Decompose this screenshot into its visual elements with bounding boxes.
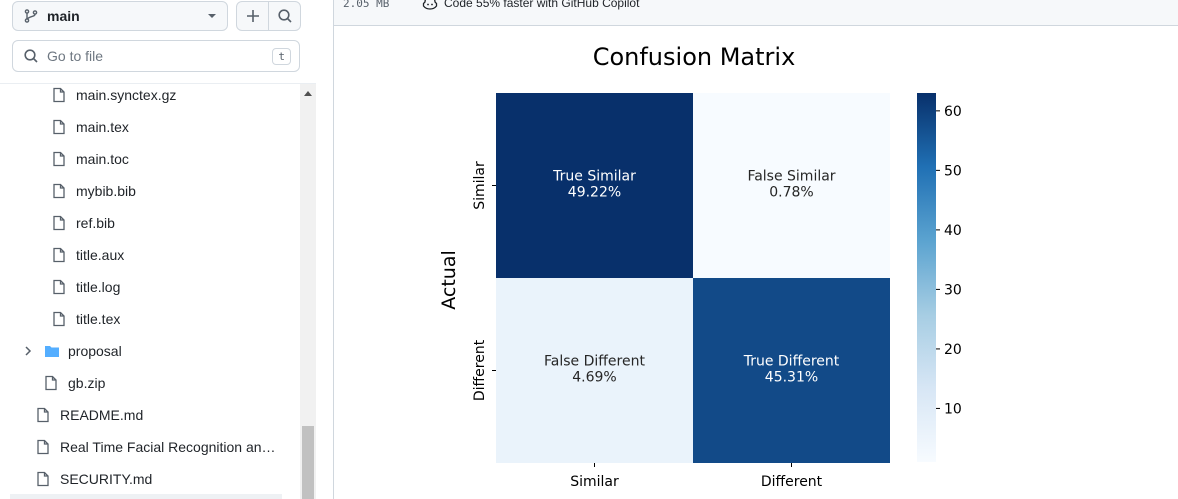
cell-label: False Similar (747, 169, 835, 185)
file-icon (37, 407, 49, 423)
triangle-up-icon (304, 91, 312, 96)
file-icon (53, 87, 65, 103)
y-tick-label: Different (472, 339, 488, 401)
scrollbar-thumb[interactable] (302, 426, 314, 499)
tree-item-title-tex[interactable]: title.tex (52, 303, 120, 335)
file-info-bar: 2.05 MB Code 55% faster with GitHub Copi… (334, 0, 1178, 26)
tree-item-main-synctex-gz[interactable]: main.synctex.gz (52, 84, 176, 111)
cell-percent: 4.69% (572, 370, 616, 386)
tree-item-label: README.md (60, 407, 144, 423)
heatmap-cell (693, 278, 890, 463)
x-tick-labels: Similar Different (570, 463, 823, 490)
copilot-icon (422, 0, 438, 10)
folder-icon (45, 346, 59, 357)
file-tree: main.synctex.gz main.tex main.toc mybib.… (0, 84, 300, 499)
cell-percent: 0.78% (769, 185, 813, 201)
tree-item-label: Real Time Facial Recognition and... (60, 439, 280, 455)
colorbar-tick-label: 20 (944, 342, 962, 358)
tree-item-proposal-folder[interactable]: proposal (22, 335, 122, 367)
file-icon (45, 375, 57, 391)
tree-item-label: title.tex (76, 311, 121, 327)
confusion-matrix-chart: Confusion Matrix Actual True Similar49.2… (438, 43, 962, 490)
tree-item-security-md[interactable]: SECURITY.md (36, 463, 152, 495)
search-icon (24, 49, 38, 63)
tree-item-label: proposal (68, 343, 122, 359)
tree-item-label: SECURITY.md (60, 471, 153, 487)
tree-item-label: title.aux (76, 247, 125, 263)
y-tick-labels: Similar Different (472, 161, 496, 401)
tree-item-readme-md[interactable]: README.md (36, 399, 143, 431)
tree-item-label: gb.zip (68, 375, 106, 391)
file-icon (53, 215, 65, 231)
tree-item-label: title.log (76, 279, 121, 295)
chevron-right-icon[interactable] (22, 345, 34, 357)
scroll-up-arrow[interactable] (300, 84, 316, 102)
search-icon (277, 9, 292, 23)
tree-item-main-toc[interactable]: main.toc (52, 143, 129, 175)
sidebar-scrollbar[interactable] (300, 84, 316, 499)
go-to-file-field[interactable]: t (12, 40, 300, 72)
tree-item-mybib-bib[interactable]: mybib.bib (52, 175, 136, 207)
colorbar-tick-label: 10 (944, 401, 962, 417)
tree-item-real-time-facial-recognition[interactable]: Real Time Facial Recognition and... (36, 431, 280, 463)
copilot-promo-link[interactable]: Code 55% faster with GitHub Copilot (422, 0, 639, 10)
file-tree-sidebar: main t main.synctex.gz main.tex main.toc (0, 0, 316, 499)
x-tick-label: Different (761, 474, 823, 490)
colorbar-tick-label: 50 (944, 163, 962, 179)
tree-item-label: mybib.bib (76, 183, 136, 199)
colorbar-ticks: 10 20 30 40 50 60 (936, 104, 962, 417)
tree-item-gb-zip[interactable]: gb.zip (44, 367, 105, 399)
tree-item-label: main.toc (76, 151, 129, 167)
tree-item-title-log[interactable]: title.log (52, 271, 120, 303)
heatmap-cell (496, 278, 693, 463)
add-file-button[interactable] (236, 1, 269, 31)
colorbar (917, 93, 936, 462)
heatmap-cell (693, 93, 890, 278)
tree-item-title-aux[interactable]: title.aux (52, 239, 124, 271)
tree-item-selected-highlight[interactable] (10, 494, 282, 499)
file-icon (53, 119, 65, 135)
y-tick-label: Similar (472, 161, 488, 210)
cell-label: True Different (743, 354, 840, 370)
file-size: 2.05 MB (343, 0, 390, 10)
file-icon (53, 279, 65, 295)
file-icon (53, 151, 65, 167)
tree-item-label: ref.bib (76, 215, 115, 231)
git-branch-icon (24, 9, 38, 23)
plus-icon (246, 10, 259, 22)
colorbar-tick-label: 60 (944, 104, 962, 120)
caret-down-icon (208, 14, 216, 18)
tree-item-ref-bib[interactable]: ref.bib (52, 207, 115, 239)
keyboard-shortcut-hint: t (272, 47, 291, 65)
colorbar-tick-label: 30 (944, 282, 962, 298)
y-axis-label: Actual (438, 250, 460, 310)
cell-percent: 45.31% (765, 370, 818, 386)
branch-name: main (47, 8, 80, 24)
copilot-promo-text: Code 55% faster with GitHub Copilot (444, 0, 640, 10)
sidebar-header: main t (0, 0, 316, 84)
cell-label: True Similar (552, 169, 636, 185)
search-button[interactable] (268, 1, 301, 31)
colorbar-tick-label: 40 (944, 223, 962, 239)
file-icon (53, 247, 65, 263)
tree-item-label: main.tex (76, 119, 129, 135)
x-tick-label: Similar (570, 474, 619, 490)
tree-item-main-tex[interactable]: main.tex (52, 111, 129, 143)
file-icon (37, 471, 49, 487)
file-icon (53, 311, 65, 327)
go-to-file-input[interactable] (47, 48, 273, 64)
file-icon (37, 439, 49, 455)
heatmap-cell (496, 93, 693, 278)
cell-percent: 49.22% (568, 185, 621, 201)
file-viewer: 2.05 MB Code 55% faster with GitHub Copi… (333, 0, 1178, 499)
file-icon (53, 183, 65, 199)
chart-title: Confusion Matrix (593, 43, 796, 71)
branch-selector-button[interactable]: main (12, 1, 228, 31)
tree-item-label: main.synctex.gz (76, 87, 177, 103)
cell-label: False Different (544, 354, 645, 370)
